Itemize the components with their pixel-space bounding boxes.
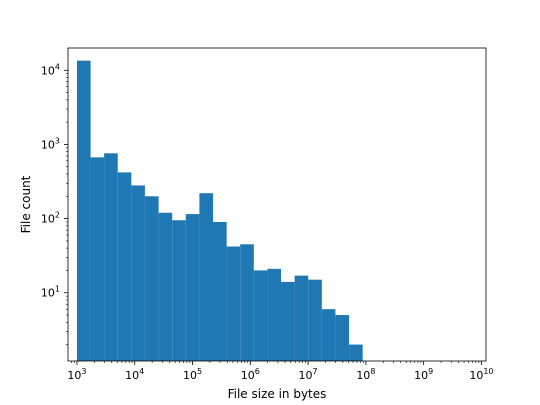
histogram-bar bbox=[90, 157, 105, 361]
histogram-bar bbox=[240, 244, 254, 361]
histogram-bar bbox=[267, 268, 282, 361]
x-tick-label: 103 bbox=[67, 367, 86, 382]
histogram-bar bbox=[199, 193, 214, 361]
y-tick-label: 102 bbox=[41, 211, 60, 226]
histogram-bar bbox=[172, 220, 186, 361]
y-tick-label: 101 bbox=[41, 285, 60, 300]
x-tick-label: 109 bbox=[414, 367, 433, 382]
histogram-bar bbox=[144, 196, 159, 361]
histogram-bar bbox=[131, 185, 145, 361]
histogram-bar bbox=[308, 279, 322, 361]
histogram-bar bbox=[117, 172, 132, 361]
histogram-bar bbox=[226, 246, 241, 361]
histogram-bar bbox=[185, 214, 200, 361]
x-tick-label: 105 bbox=[183, 367, 202, 382]
x-axis-label: File size in bytes bbox=[228, 387, 327, 401]
histogram-bar bbox=[281, 281, 295, 361]
y-axis-ticks: 101 102 103 104 bbox=[41, 62, 68, 345]
y-tick-label: 104 bbox=[41, 62, 60, 77]
x-tick-label: 106 bbox=[241, 367, 260, 382]
histogram-bar bbox=[294, 275, 309, 361]
histogram-bar bbox=[76, 60, 91, 362]
x-axis-ticks: 103 104 105 106 107 108 109 1010 bbox=[67, 361, 494, 382]
x-tick-label: 1010 bbox=[469, 367, 493, 382]
x-tick-label: 104 bbox=[125, 367, 144, 382]
histogram-bar bbox=[321, 309, 336, 361]
histogram-bar bbox=[253, 270, 268, 361]
histogram-bar bbox=[349, 344, 363, 361]
histogram-bars bbox=[76, 60, 363, 362]
histogram-bar bbox=[104, 153, 118, 361]
x-tick-label: 108 bbox=[356, 367, 375, 382]
histogram-bar bbox=[158, 212, 173, 361]
histogram-bar bbox=[335, 315, 350, 361]
histogram-bar bbox=[213, 221, 227, 361]
y-axis-label: File count bbox=[19, 175, 33, 233]
x-tick-label: 107 bbox=[299, 367, 318, 382]
plot-frame bbox=[67, 47, 487, 362]
y-tick-label: 103 bbox=[41, 136, 60, 151]
